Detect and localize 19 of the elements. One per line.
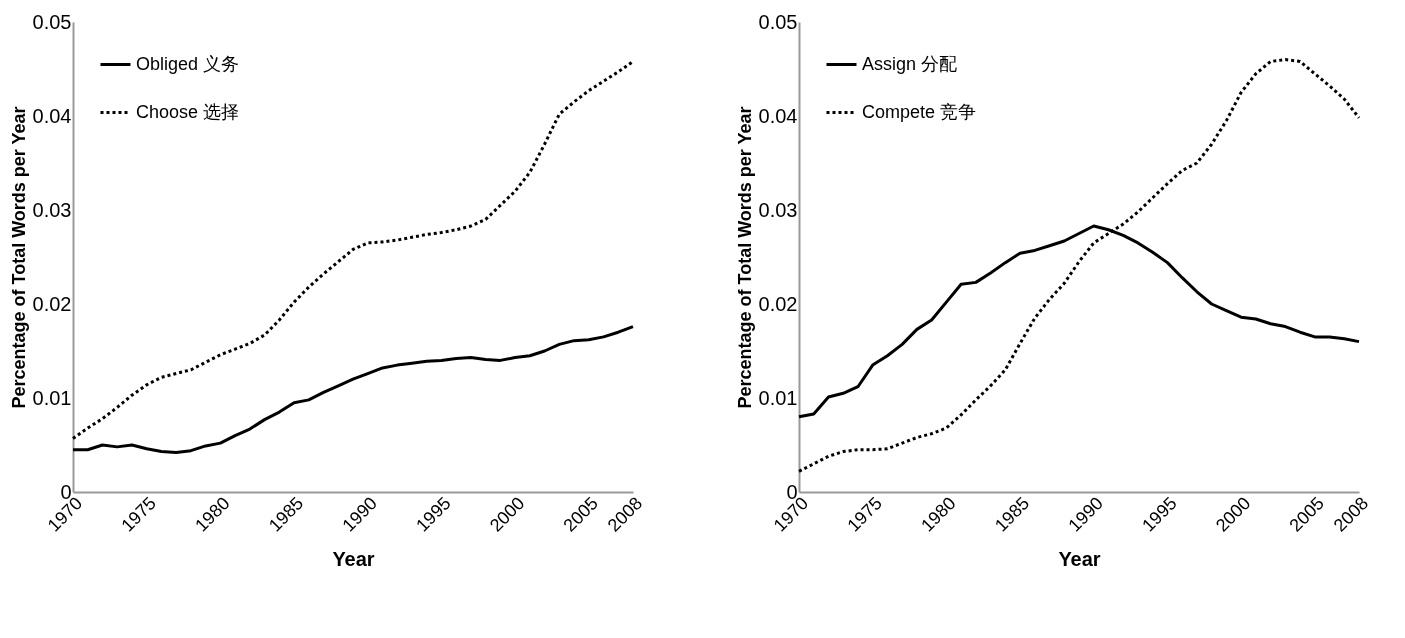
y-tick-label: 0.02: [32, 292, 72, 315]
line-series: [71, 325, 635, 455]
legend-label: Choose 选择: [136, 101, 240, 122]
legend-label: Assign 分配: [862, 53, 958, 74]
legend-label: Compete 竞争: [862, 101, 977, 122]
y-tick-label: 0.05: [758, 10, 798, 33]
y-axis-title: Percentage of Total Words per Year: [734, 106, 755, 409]
y-tick-label: 0.03: [758, 198, 798, 221]
y-tick-label: 0.02: [758, 292, 798, 315]
x-axis-title: Year: [332, 547, 375, 570]
y-tick-label: 0.01: [758, 386, 798, 409]
x-axis-title: Year: [1058, 547, 1101, 570]
y-tick-label: 0.01: [32, 386, 72, 409]
y-tick-label: 0.05: [32, 10, 72, 33]
legend-label: Obliged 义务: [136, 53, 240, 74]
y-tick-label: 0.03: [32, 198, 72, 221]
y-axis-title: Percentage of Total Words per Year: [8, 106, 29, 409]
y-tick-label: 0.04: [32, 104, 72, 127]
y-tick-label: 0.04: [758, 104, 798, 127]
